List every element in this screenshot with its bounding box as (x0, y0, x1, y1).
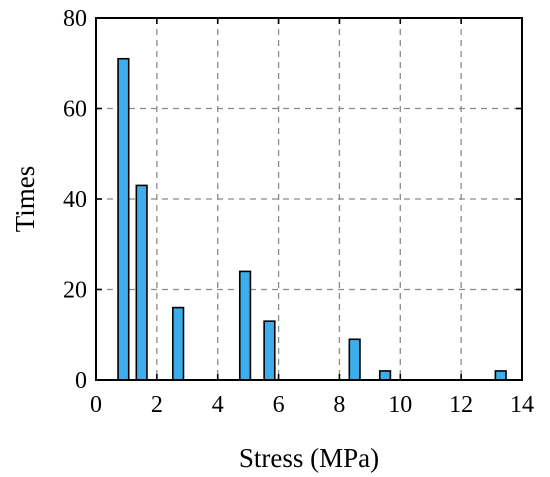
y-axis-title: Times (10, 166, 40, 233)
y-tick-label-1: 20 (63, 278, 87, 304)
y-tick-label-0: 0 (75, 368, 87, 394)
x-tick-label-7: 14 (510, 392, 534, 418)
axis-ticks (95, 17, 523, 381)
y-tick-label-3: 60 (63, 97, 87, 123)
bar-0 (117, 57, 130, 381)
bar-5 (348, 338, 361, 381)
x-tick-label-0: 0 (90, 392, 102, 418)
bar-1 (135, 184, 148, 381)
y-tick-labels: 0 20 40 60 80 (63, 6, 87, 394)
x-tick-label-5: 10 (388, 392, 412, 418)
grid-lines (96, 18, 522, 380)
x-axis-title: Stress (MPa) (239, 443, 379, 473)
bar-7 (494, 370, 507, 381)
x-tick-label-3: 6 (273, 392, 285, 418)
bar-6 (378, 370, 392, 381)
x-tick-label-6: 12 (449, 392, 473, 418)
x-tick-label-4: 8 (333, 392, 345, 418)
bar-4 (263, 320, 276, 381)
y-tick-label-4: 80 (63, 6, 87, 32)
x-tick-label-2: 4 (212, 392, 224, 418)
x-tick-label-1: 2 (151, 392, 163, 418)
x-tick-labels: 0 2 4 6 8 10 12 14 (90, 392, 534, 418)
bar-3 (238, 270, 252, 381)
y-tick-label-2: 40 (63, 187, 87, 213)
bar-2 (172, 306, 185, 381)
bars (117, 57, 507, 381)
